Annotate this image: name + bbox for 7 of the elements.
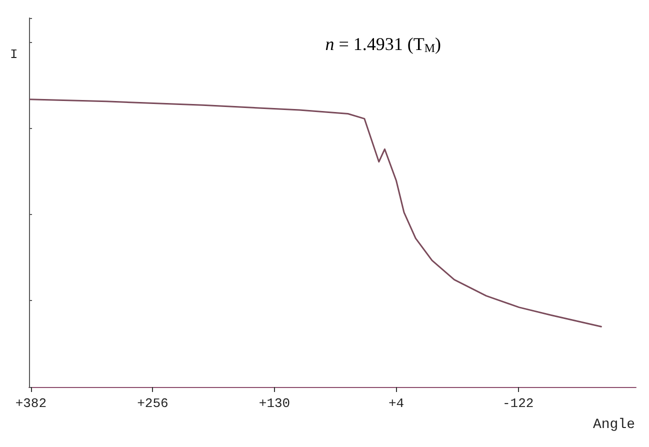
x-tick-label: -122 xyxy=(502,396,534,411)
x-tick-label: +4 xyxy=(388,396,404,411)
y-axis-title: I xyxy=(10,47,18,62)
x-tick-label: +130 xyxy=(258,396,290,411)
x-tick-label: +382 xyxy=(15,396,47,411)
x-axis-title: Angle xyxy=(592,417,636,433)
x-tick-label: +256 xyxy=(137,396,168,411)
